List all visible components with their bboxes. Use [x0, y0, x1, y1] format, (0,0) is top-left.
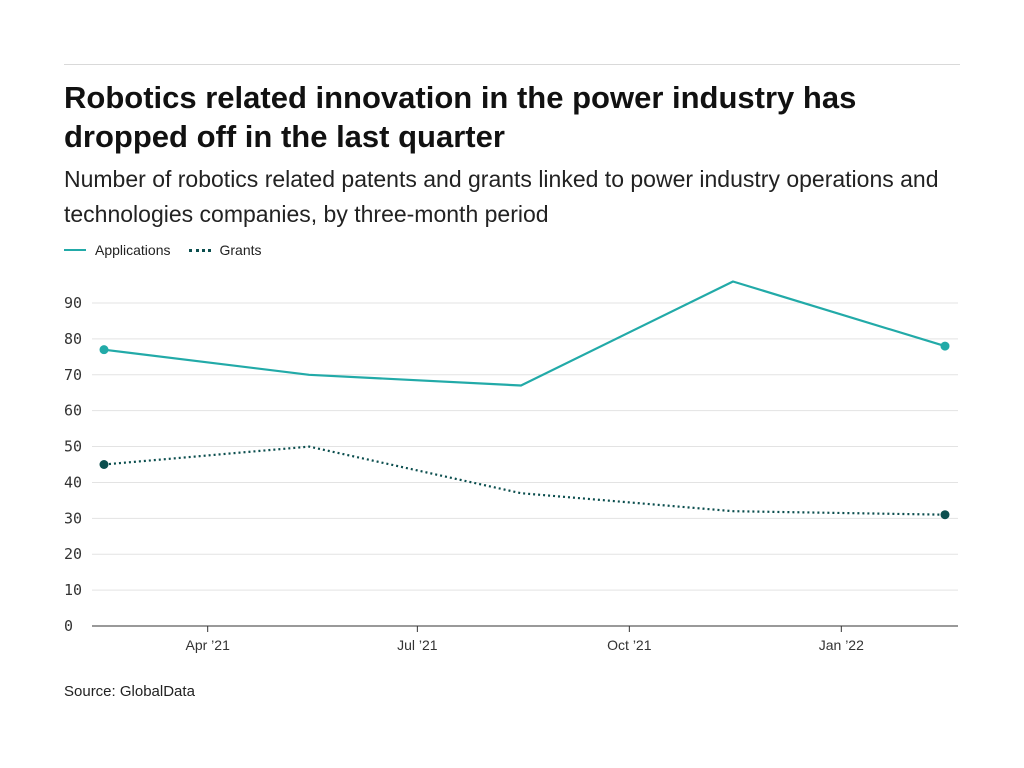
legend-item-applications: Applications — [64, 242, 171, 258]
y-tick-label-50: 50 — [64, 438, 82, 456]
y-tick-label-30: 30 — [64, 509, 82, 527]
legend-label-grants: Grants — [219, 242, 262, 258]
series-line-grants — [103, 445, 946, 516]
x-tick-label-1: Jul ’21 — [397, 637, 438, 653]
y-tick-label-20: 20 — [64, 545, 82, 563]
series-line-applications — [103, 280, 946, 387]
series-point-applications-0 — [99, 345, 109, 355]
y-tick-label-60: 60 — [64, 402, 82, 420]
y-tick-label-40: 40 — [64, 473, 82, 491]
chart-title: Robotics related innovation in the power… — [64, 80, 857, 154]
x-tick-label-3: Jan ’22 — [819, 637, 864, 653]
legend-swatch-applications — [64, 249, 86, 251]
y-tick-label-90: 90 — [64, 294, 82, 312]
chart-legend: Applications Grants — [64, 242, 280, 258]
y-tick-label-80: 80 — [64, 330, 82, 348]
chart-subtitle: Number of robotics related patents and g… — [64, 166, 939, 227]
top-divider — [64, 64, 960, 65]
y-tick-label-70: 70 — [64, 366, 82, 384]
legend-swatch-grants — [188, 248, 211, 252]
series-point-grants-0 — [99, 460, 109, 469]
x-tick-label-0: Apr ’21 — [186, 637, 231, 653]
x-tick-label-2: Oct ’21 — [607, 637, 652, 653]
legend-label-applications: Applications — [95, 242, 171, 258]
source-note: Source: GlobalData — [64, 683, 195, 700]
legend-item-grants: Grants — [188, 242, 262, 258]
y-tick-label-0: 0 — [64, 617, 73, 635]
series-point-applications-4 — [940, 341, 950, 351]
y-tick-label-10: 10 — [64, 581, 82, 599]
series-point-grants-4 — [940, 510, 950, 520]
